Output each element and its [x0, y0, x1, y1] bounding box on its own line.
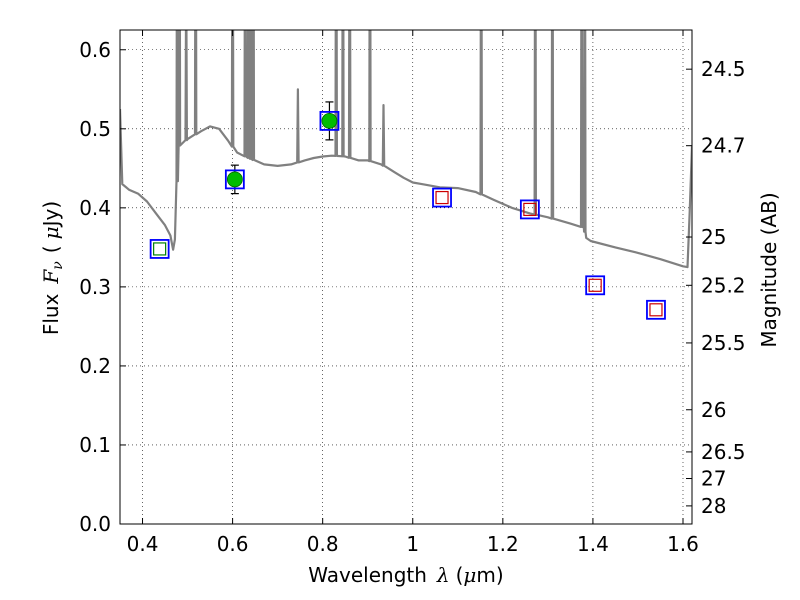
observed-flux-marker	[321, 112, 338, 129]
observed-flux-square	[153, 242, 167, 256]
sed-model-layer	[120, 30, 692, 269]
mag-tick-label: 26.5	[701, 440, 746, 464]
observed-flux-square	[649, 303, 663, 317]
observed-flux-square	[588, 278, 602, 292]
observed-flux-square	[435, 190, 449, 205]
mag-tick-label: 26	[701, 398, 726, 422]
y-tick-label: 0.6	[79, 38, 111, 62]
mag-tick-label: 24.7	[701, 134, 746, 158]
x-tick-label: 0.6	[217, 532, 249, 556]
mag-tick-label: 25.5	[701, 331, 746, 355]
y-tick-label: 0.0	[79, 512, 111, 536]
y-tick-label: 0.4	[79, 196, 111, 220]
plot-frame	[119, 29, 693, 525]
x-tick-label: 0.4	[127, 532, 159, 556]
photometry-layer	[149, 101, 666, 320]
model-flux-square	[646, 299, 666, 320]
mag-tick-label: 24.5	[701, 57, 746, 81]
photometry-point	[432, 187, 452, 208]
y-tick-label: 0.1	[79, 433, 111, 457]
model-flux-square	[519, 199, 540, 220]
photometry-point	[585, 275, 606, 296]
y-tick-label: 0.2	[79, 354, 111, 378]
x-tick-label: 1.6	[667, 532, 699, 556]
photometry-point	[319, 101, 340, 141]
observed-flux-square	[523, 202, 537, 217]
model-flux-square	[224, 169, 245, 190]
model-flux-square	[585, 275, 606, 296]
photometry-point	[646, 299, 666, 320]
x-tick-label: 1.2	[487, 532, 519, 556]
photometry-point	[149, 239, 170, 259]
model-flux-square	[432, 187, 452, 208]
mag-tick-label: 25	[701, 225, 726, 249]
grid-lines	[120, 30, 692, 525]
photometry-point	[224, 164, 245, 195]
sed-model-line	[120, 30, 692, 269]
tick-layer: 0.4 0.6 0.8 1 1.2 1.4 1.6 0.0 0.1 0.2 0.3 0.4 0.5 0.6…	[79, 30, 746, 556]
x-tick-label: 1.4	[577, 532, 609, 556]
x-axis-label: Wavelength λ (μm)	[308, 563, 503, 587]
mag-tick-label: 28	[701, 494, 726, 518]
model-flux-square	[319, 110, 340, 131]
x-tick-label: 1	[406, 532, 419, 556]
mag-tick-label: 27	[701, 467, 726, 491]
mag-tick-label: 25.2	[701, 273, 746, 297]
y-axis-right-label: Magnitude (AB)	[757, 192, 781, 347]
model-flux-square	[149, 239, 170, 259]
y-tick-label: 0.3	[79, 275, 111, 299]
observed-flux-marker	[226, 171, 243, 188]
x-tick-label: 0.8	[307, 532, 339, 556]
y-tick-label: 0.5	[79, 117, 111, 141]
photometry-point	[519, 199, 540, 220]
y-axis-label: FluxFν(μJy)	[39, 201, 66, 335]
